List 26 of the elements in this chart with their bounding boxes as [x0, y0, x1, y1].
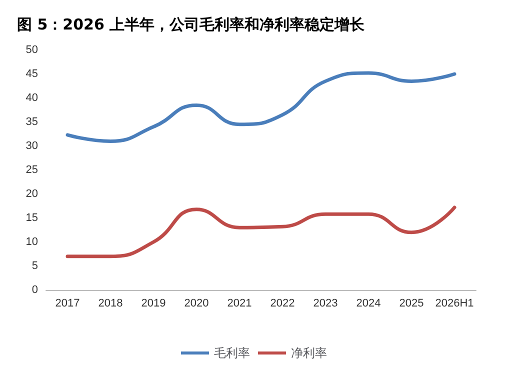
line-series [66, 206, 456, 258]
chart-title: 图 5：2026 上半年，公司毛利率和净利率稳定增长 [17, 16, 366, 34]
y-tick-label: 5 [32, 260, 38, 272]
x-tick-label: 2024 [356, 298, 381, 310]
x-tick-label: 2022 [270, 298, 295, 310]
y-tick-label: 10 [26, 236, 38, 248]
x-tick-label: 2020 [184, 298, 209, 310]
y-tick-label: 45 [26, 68, 38, 80]
y-tick-label: 35 [26, 116, 38, 128]
x-tick-label: 2025 [399, 298, 424, 310]
y-tick-label: 15 [26, 212, 38, 224]
y-tick-label: 25 [26, 164, 38, 176]
x-tick-label: 2017 [55, 298, 80, 310]
legend-label: 毛利率 [214, 346, 250, 360]
line-series [66, 71, 456, 143]
y-tick-label: 50 [26, 44, 38, 56]
y-tick-label: 30 [26, 140, 38, 152]
x-tick-label: 2021 [227, 298, 252, 310]
y-tick-label: 40 [26, 92, 38, 104]
legend-label: 净利率 [291, 346, 327, 360]
x-tick-label: 2023 [313, 298, 338, 310]
y-tick-label: 20 [26, 188, 38, 200]
x-tick-label: 2018 [98, 298, 123, 310]
x-tick-label: 2019 [141, 298, 166, 310]
y-tick-label: 0 [32, 284, 38, 296]
x-tick-label: 2026H1 [435, 298, 474, 310]
